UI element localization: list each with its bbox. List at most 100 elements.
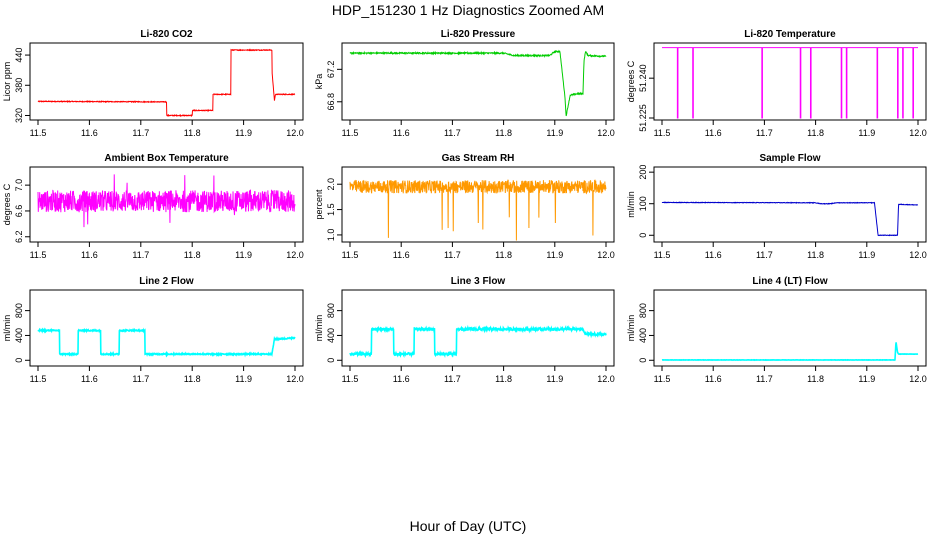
y-tick-label: 440: [14, 48, 24, 63]
y-tick-label: 0: [638, 233, 648, 238]
plot-frame: [653, 289, 927, 367]
x-tick-label: 11.6: [705, 250, 722, 260]
panel-sample: Sample Flow ml/min 11.5 11.6 11.7 11.8 11.9 12.…: [626, 153, 927, 260]
x-tick-label: 12.0: [286, 250, 304, 260]
x-tick-label: 11.7: [756, 250, 773, 260]
x-tick-label: 11.5: [342, 250, 359, 260]
panel-title: Li-820 CO2: [140, 29, 193, 40]
x-tick-label: 11.8: [495, 250, 512, 260]
x-tick-label: 12.0: [597, 250, 615, 260]
series-line: [661, 342, 919, 362]
y-tick-label: 400: [326, 328, 336, 343]
x-tick-label: 11.5: [654, 374, 671, 384]
x-tick-label: 11.8: [184, 250, 201, 260]
x-tick-label: 11.7: [756, 374, 773, 384]
y-tick-label: 800: [14, 303, 24, 318]
plot-frame: [29, 166, 304, 243]
y-tick-label: 1.5: [326, 203, 336, 216]
series-line: [349, 49, 607, 117]
x-tick-label: 11.9: [235, 250, 252, 260]
series-line: [37, 48, 296, 118]
x-tick-label: 11.8: [807, 128, 824, 138]
panel-title: Sample Flow: [759, 153, 820, 164]
panel-temperature: Li-820 Temperature degrees C 11.5 11.6 11.7 1…: [626, 29, 927, 138]
x-tick-label: 11.5: [342, 374, 359, 384]
plot-frame: [653, 42, 927, 121]
x-tick-label: 11.5: [30, 128, 47, 138]
x-tick-label: 12.0: [286, 374, 304, 384]
y-tick-label: 200: [638, 165, 648, 180]
panel-title: Line 3 Flow: [451, 276, 506, 287]
y-tick-label: 0: [326, 358, 336, 363]
x-tick-label: 11.9: [235, 374, 252, 384]
x-tick-label: 11.7: [756, 128, 773, 138]
panel-title: Li-820 Pressure: [441, 29, 516, 40]
x-tick-label: 11.6: [81, 250, 98, 260]
panel-title: Line 4 (LT) Flow: [752, 276, 828, 287]
panel-pressure: Li-820 Pressure kPa 11.5 11.6 11.7 11.8 11.9 12…: [314, 29, 615, 138]
y-axis-label: ml/min: [626, 315, 636, 342]
x-tick-label: 11.6: [393, 250, 410, 260]
y-axis-label: degrees C: [2, 183, 12, 225]
x-tick-label: 11.6: [705, 128, 722, 138]
x-tick-label: 11.5: [654, 250, 671, 260]
y-tick-label: 380: [14, 78, 24, 93]
panel-line3: Line 3 Flow ml/min 11.5 11.6 11.7 11.8 11.9 12.…: [314, 276, 615, 384]
x-tick-label: 12.0: [597, 128, 615, 138]
x-tick-label: 11.5: [654, 128, 671, 138]
y-tick-label: 400: [638, 328, 648, 343]
x-tick-label: 11.5: [342, 128, 359, 138]
x-tick-label: 11.9: [546, 250, 563, 260]
y-tick-label: 67.2: [326, 61, 336, 79]
y-axis-label: ml/min: [314, 315, 324, 342]
x-tick-label: 12.0: [597, 374, 615, 384]
x-tick-label: 11.8: [495, 374, 512, 384]
x-tick-label: 11.9: [858, 374, 875, 384]
x-tick-label: 11.8: [807, 374, 824, 384]
x-tick-label: 12.0: [909, 128, 927, 138]
series-line: [662, 47, 918, 119]
x-tick-label: 11.7: [444, 250, 461, 260]
x-tick-label: 11.9: [858, 250, 875, 260]
x-tick-label: 11.7: [132, 250, 149, 260]
y-tick-label: 2.0: [326, 178, 336, 191]
panel-title: Gas Stream RH: [442, 153, 515, 164]
panel-co2: Li-820 CO2 Licor ppm 11.5 11.6 11.7 11.8 11.9 1…: [2, 29, 304, 138]
x-tick-label: 11.8: [184, 374, 201, 384]
x-tick-label: 11.6: [81, 128, 98, 138]
x-tick-label: 12.0: [286, 128, 304, 138]
y-tick-label: 320: [14, 108, 24, 123]
x-tick-label: 11.8: [495, 128, 512, 138]
y-tick-label: 100: [638, 196, 648, 211]
x-tick-label: 11.5: [30, 250, 47, 260]
plot-frame: [653, 166, 927, 243]
y-tick-label: 6.2: [14, 231, 24, 244]
panel-rh: Gas Stream RH percent 11.5 11.6 11.7 11.8 11.9…: [314, 153, 615, 260]
y-tick-label: 1.0: [326, 229, 336, 242]
x-tick-label: 11.9: [546, 128, 563, 138]
x-tick-label: 11.6: [705, 374, 722, 384]
panel-title: Ambient Box Temperature: [104, 153, 229, 164]
x-tick-label: 11.7: [132, 128, 149, 138]
y-tick-label: 800: [326, 303, 336, 318]
x-tick-label: 11.6: [81, 374, 98, 384]
y-tick-label: 0: [638, 358, 648, 363]
y-tick-label: 51.240: [638, 64, 648, 92]
x-tick-label: 12.0: [909, 250, 927, 260]
x-tick-label: 11.9: [546, 374, 563, 384]
x-tick-label: 11.9: [235, 128, 252, 138]
x-tick-label: 11.7: [132, 374, 149, 384]
panel-line2: Line 2 Flow ml/min 11.5 11.6 11.7 11.8 11.9 12.…: [2, 276, 304, 384]
x-tick-label: 11.7: [444, 374, 461, 384]
series-line: [349, 179, 607, 241]
x-tick-label: 11.8: [184, 128, 201, 138]
series-line: [37, 174, 296, 228]
panel-ambient: Ambient Box Temperature degrees C 11.5 11.6…: [2, 153, 304, 260]
y-axis-label: kPa: [314, 74, 324, 90]
y-tick-label: 0: [14, 358, 24, 363]
y-tick-label: 7.0: [14, 179, 24, 192]
panel-line4: Line 4 (LT) Flow ml/min 11.5 11.6 11.7 11.8 11…: [626, 276, 927, 384]
x-tick-label: 11.8: [807, 250, 824, 260]
